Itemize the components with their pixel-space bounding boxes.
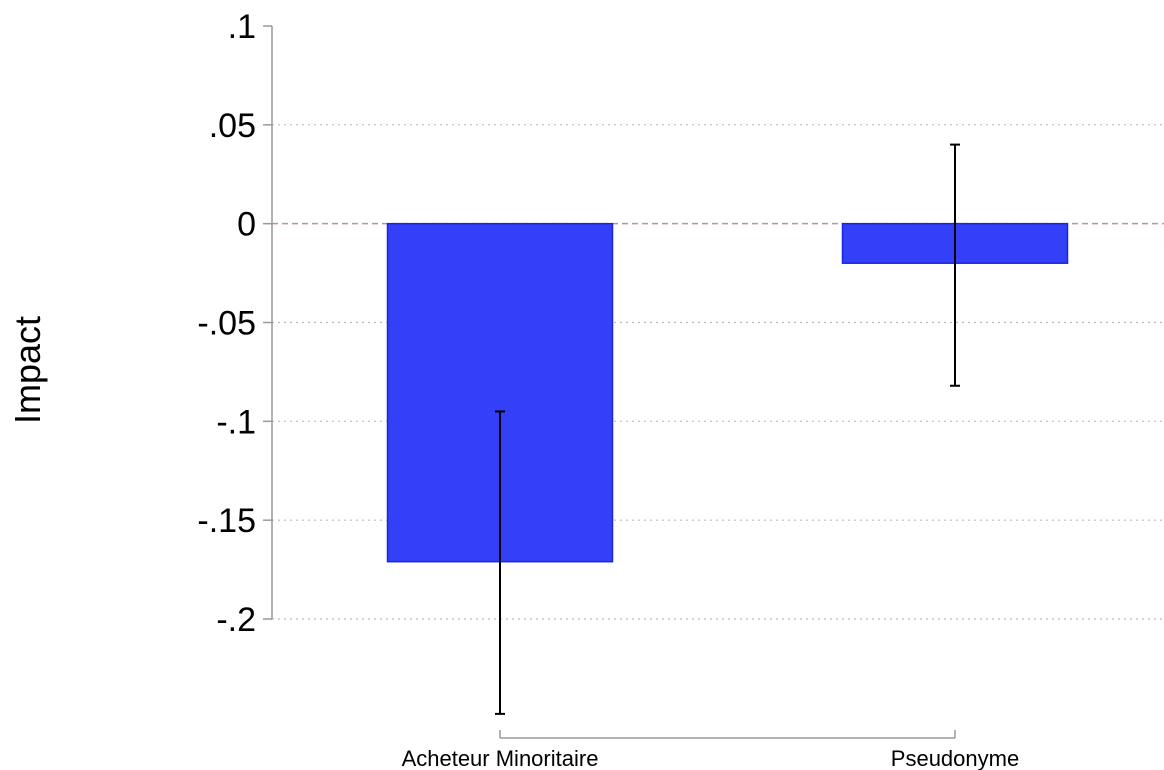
x-tick-label: Acheteur Minoritaire bbox=[402, 746, 599, 770]
error-bar-pseudonyme bbox=[950, 143, 960, 387]
y-tick-label: -.2 bbox=[216, 601, 256, 639]
y-tick-label: -.15 bbox=[197, 502, 256, 540]
bars bbox=[386, 222, 1069, 563]
error-bar-acheteur-minoritaire bbox=[495, 410, 505, 715]
y-axis-title: Impact bbox=[7, 316, 48, 424]
y-tick-label: 0 bbox=[237, 206, 256, 244]
y-tick-label: .1 bbox=[228, 8, 256, 46]
y-tick-label: .05 bbox=[209, 107, 256, 145]
grid-lines bbox=[272, 124, 1164, 620]
y-tick-label: -.05 bbox=[197, 305, 256, 343]
y-axis: .1 .05 0 -.05 -.1 -.15 -.2 bbox=[197, 8, 273, 639]
x-tick-label: Pseudonyme bbox=[891, 746, 1019, 770]
y-tick-label: -.1 bbox=[216, 403, 256, 441]
error-bars bbox=[495, 143, 960, 715]
x-axis: Acheteur Minoritaire Pseudonyme bbox=[402, 730, 1019, 770]
